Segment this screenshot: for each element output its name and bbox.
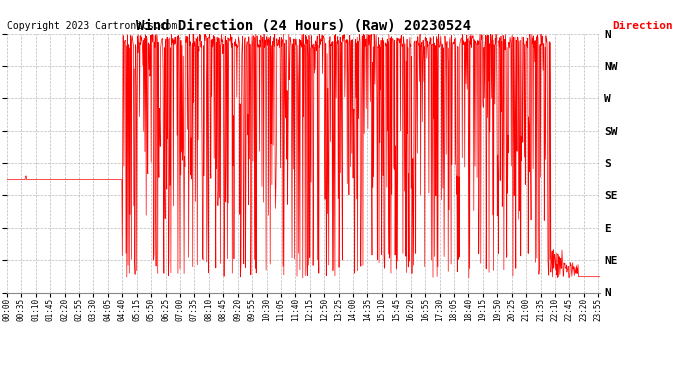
Title: Wind Direction (24 Hours) (Raw) 20230524: Wind Direction (24 Hours) (Raw) 20230524 bbox=[136, 19, 471, 33]
Text: Copyright 2023 Cartronics.com: Copyright 2023 Cartronics.com bbox=[7, 21, 177, 31]
Text: Direction: Direction bbox=[612, 21, 673, 31]
